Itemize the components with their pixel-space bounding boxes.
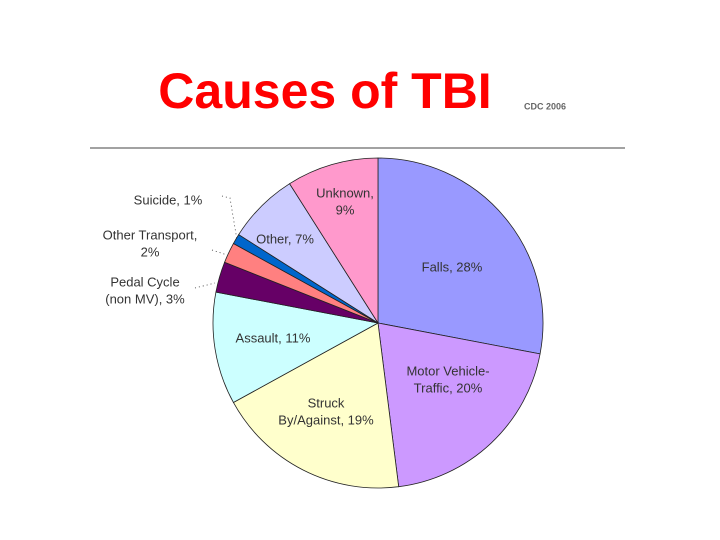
chart-subtitle: CDC 2006 [524,101,566,111]
slice-label: Falls, 28% [422,259,483,274]
leader-line [211,249,228,256]
slice-label: Assault, 11% [236,330,311,345]
labels: Falls, 28% Motor Vehicle- Traffic, 20% Stru… [103,185,490,427]
pie-slice [377,157,544,355]
slice-label: Struck [308,395,345,410]
leader-line [221,195,238,241]
pie-slice [377,322,541,488]
slice-label: 2% [141,244,160,259]
slice-label: Traffic, 20% [414,380,483,395]
pie [212,157,544,489]
pie-slice [289,157,379,325]
slice-label: Suicide, 1% [134,192,203,207]
slice-label: Other, 7% [256,231,314,246]
pie-slice [232,322,400,489]
slice-label: Pedal Cycle [110,274,179,289]
slice-label: Unknown, [316,185,374,200]
leader-line [194,282,216,289]
pie-slice [212,291,380,404]
slice-label: 9% [336,202,355,217]
chart-title: Causes of TBI [158,63,491,119]
leader-lines [194,195,238,289]
slice-label: Other Transport, [103,227,198,242]
slice-label: Motor Vehicle- [406,363,489,378]
slice-label: By/Against, 19% [278,412,374,427]
slice-label: (non MV), 3% [105,291,185,306]
